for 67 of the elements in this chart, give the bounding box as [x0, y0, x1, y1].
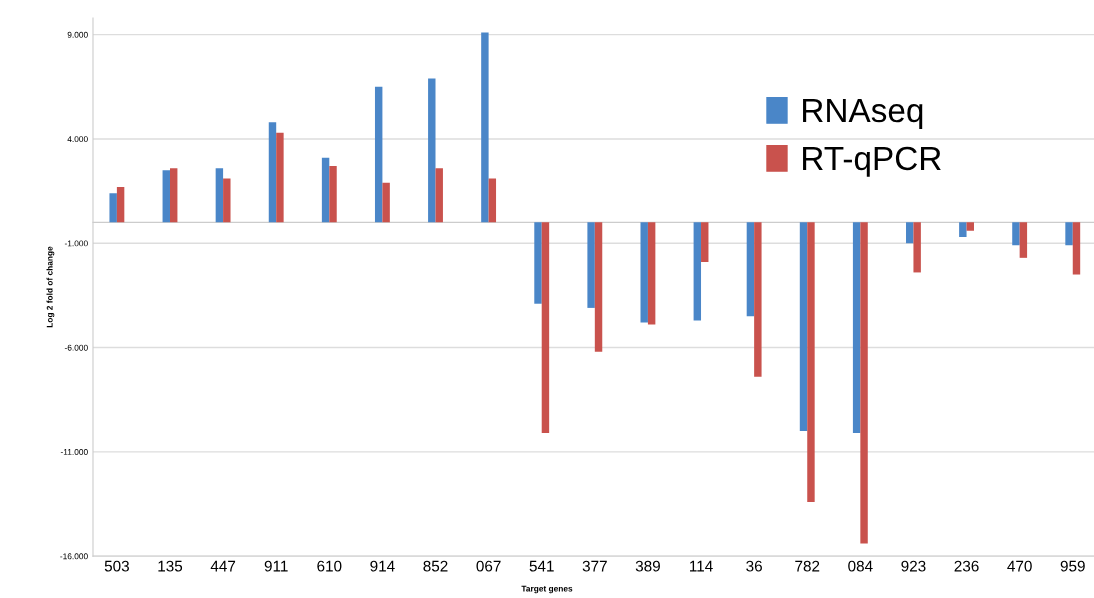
y-tick-label: 4.000 [67, 136, 88, 143]
x-tick-label: 923 [901, 560, 926, 572]
bar [374, 86, 383, 223]
bar [754, 222, 762, 377]
x-tick-label: 610 [317, 560, 342, 572]
x-tick-label: 852 [423, 560, 448, 572]
y-tick-label: -1.000 [64, 240, 88, 247]
x-tick-label: 135 [158, 560, 183, 572]
bar [640, 222, 648, 323]
bar [276, 132, 284, 223]
x-tick-label: 911 [264, 560, 288, 572]
legend-label: RT-qPCR [803, 146, 941, 177]
bar [852, 222, 861, 434]
x-tick-label: 114 [690, 560, 713, 572]
y-tick-label: -16.000 [60, 553, 88, 560]
bar [329, 166, 337, 223]
x-tick-label: 389 [635, 560, 660, 572]
bar [541, 222, 550, 434]
y-tick-label: -11.000 [60, 449, 88, 455]
x-tick-label: 541 [529, 560, 554, 572]
x-tick-label: 503 [104, 560, 129, 572]
bar [1019, 222, 1028, 258]
x-axis-title: Target genes [521, 585, 573, 594]
bar [534, 222, 542, 304]
bar [1012, 222, 1020, 246]
y-tick-label: 9.000 [67, 31, 88, 38]
bar [321, 157, 330, 223]
bar [966, 222, 974, 231]
bar [746, 222, 755, 317]
y-axis-title: Log 2 fold of change [46, 246, 55, 328]
bar [109, 193, 117, 223]
bar [647, 222, 656, 325]
bar [488, 178, 497, 223]
bar [215, 168, 224, 223]
bar [594, 222, 603, 352]
bar [169, 168, 178, 223]
x-tick-label: 470 [1007, 560, 1032, 572]
x-tick-label: 084 [848, 560, 873, 572]
bar [1065, 222, 1073, 246]
y-tick-label: -6.000 [64, 344, 88, 351]
bar [268, 122, 277, 223]
x-tick-label: 914 [370, 560, 395, 572]
bar [481, 32, 489, 223]
bar [382, 182, 390, 223]
bar [701, 222, 709, 263]
x-tick-label: 377 [582, 560, 607, 572]
x-tick-label: 067 [476, 560, 501, 572]
bar [428, 78, 436, 223]
bar [223, 178, 231, 223]
bar [435, 168, 443, 223]
x-tick-label: 959 [1060, 560, 1085, 572]
bar [807, 222, 815, 502]
x-tick-label: 782 [795, 560, 820, 572]
x-tick-label: 447 [210, 560, 236, 572]
legend-label: RNAseq [803, 99, 923, 129]
bar [116, 186, 125, 223]
bar [162, 170, 170, 223]
bar [799, 222, 808, 431]
bar [693, 222, 702, 321]
x-tick-label: 236 [954, 560, 979, 572]
bar [959, 222, 967, 237]
bar [1072, 222, 1081, 275]
x-tick-label: 36 [746, 560, 762, 572]
bar [860, 222, 868, 544]
bar [587, 222, 595, 308]
bar [906, 222, 914, 244]
bar [913, 222, 921, 273]
